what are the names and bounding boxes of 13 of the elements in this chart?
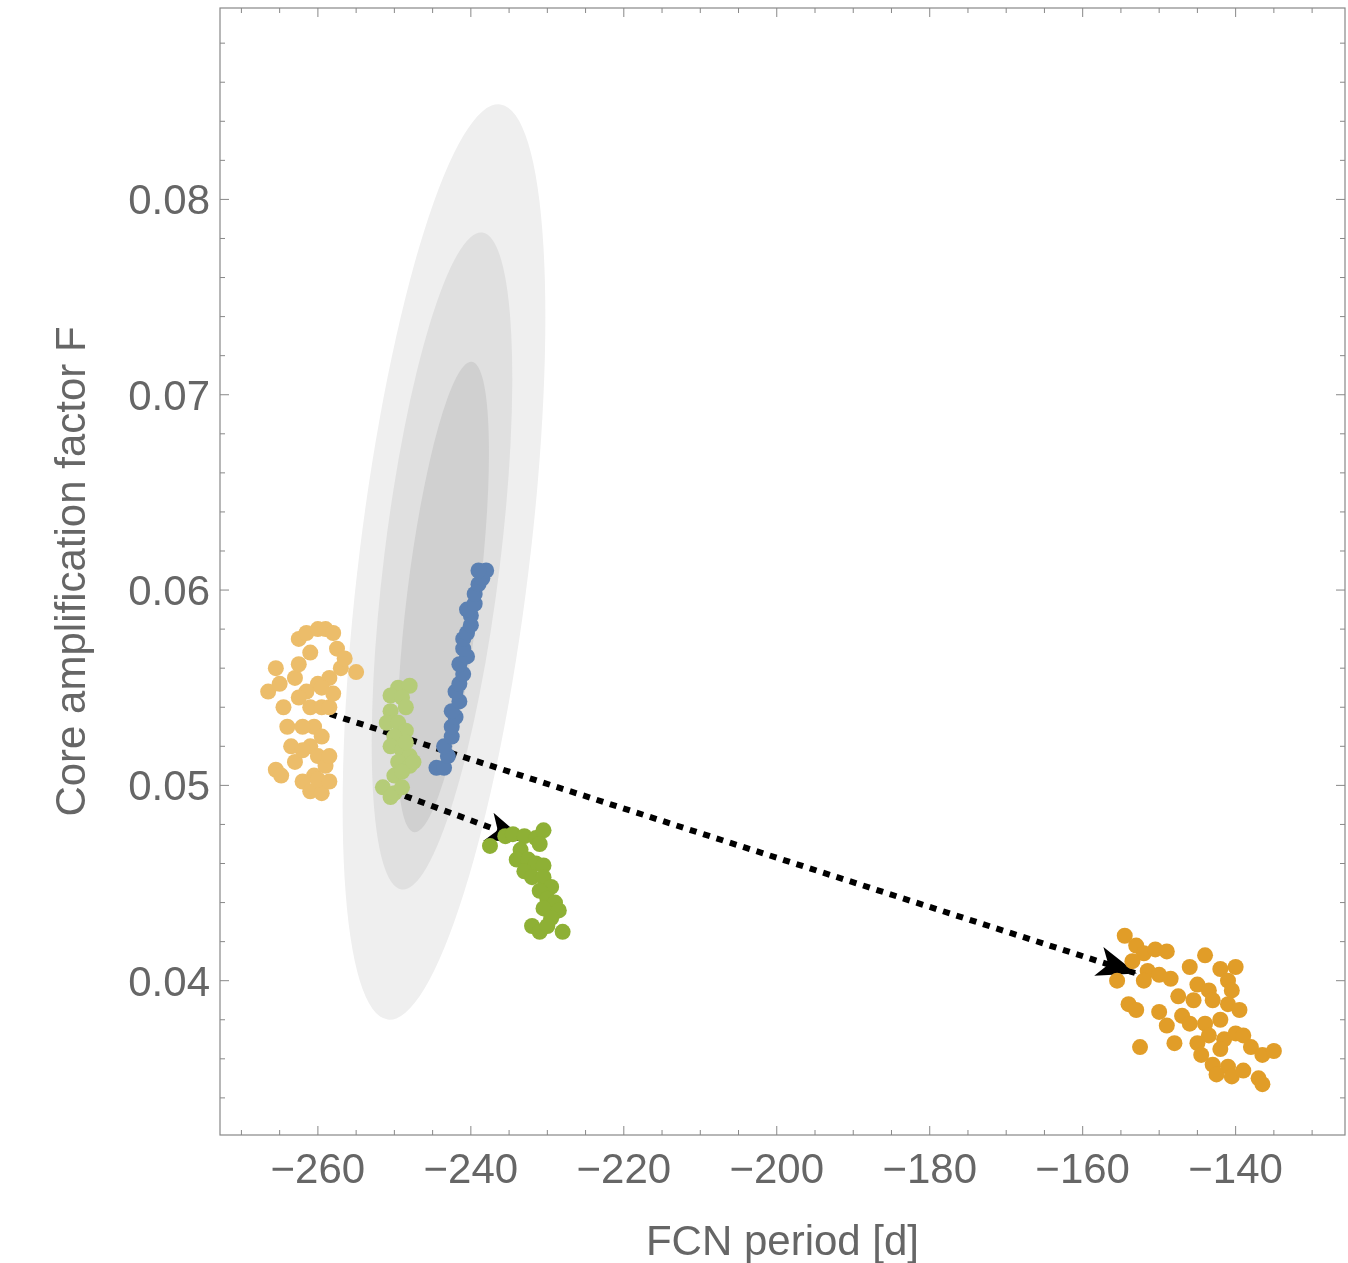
y-tick-label: 0.07 bbox=[128, 371, 210, 419]
x-tick-label: −220 bbox=[576, 1145, 672, 1192]
x-tick-label: −200 bbox=[729, 1145, 825, 1192]
x-tick-label: −260 bbox=[270, 1145, 366, 1192]
x-tick-label: −160 bbox=[1035, 1145, 1130, 1192]
y-axis-title: Core amplification factor F bbox=[47, 326, 94, 817]
x-tick-label: −140 bbox=[1188, 1145, 1283, 1192]
x-tick-label: −180 bbox=[882, 1145, 978, 1192]
y-tick-label: 0.05 bbox=[128, 762, 210, 810]
x-tick-label: −240 bbox=[423, 1145, 519, 1192]
y-tick-label: 0.08 bbox=[128, 176, 210, 224]
y-tick-label: 0.04 bbox=[128, 957, 210, 1005]
y-tick-label: 0.06 bbox=[128, 567, 210, 615]
